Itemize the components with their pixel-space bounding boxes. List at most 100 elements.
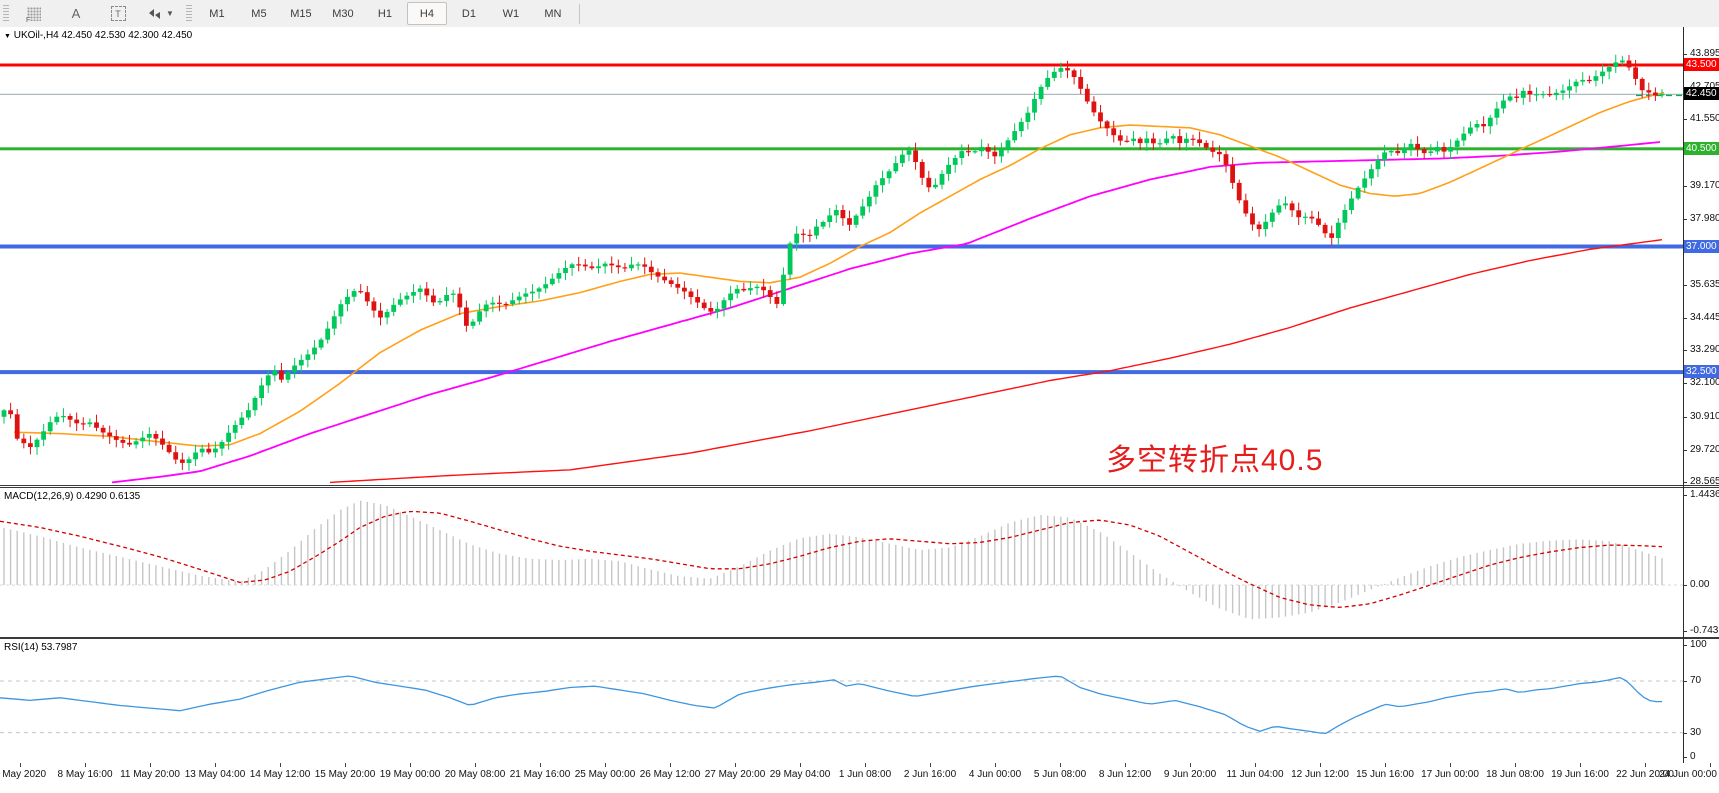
time-axis-tick xyxy=(865,763,866,767)
price-axis-tick xyxy=(1683,585,1687,586)
main-chart-panel[interactable]: ▼ UKOil-,H4 42.450 42.530 42.300 42.450 … xyxy=(0,27,1719,487)
price-axis-tick-label: 42.705 xyxy=(1690,81,1719,92)
price-axis-tick-label: 28.565 xyxy=(1690,476,1719,487)
timeframe-button-m1[interactable]: M1 xyxy=(209,7,225,20)
arrows-tool-button[interactable]: ▼ xyxy=(140,2,181,25)
price-level-badge: 37.000 xyxy=(1684,239,1719,253)
macd-indicator-panel[interactable]: MACD(12,26,9) 0.4290 0.6135 1.4436 0.00 -0… xyxy=(0,487,1719,638)
time-axis-tick xyxy=(345,763,346,767)
price-axis-tick-label: 33.290 xyxy=(1690,344,1719,356)
time-axis-label: 11 May 20:00 xyxy=(120,769,180,780)
timeframe-button-w1[interactable]: W1 xyxy=(502,7,520,20)
toolbar-grip[interactable] xyxy=(3,4,9,23)
price-axis-tick-label: 37.980 xyxy=(1690,213,1719,225)
rsi-value: 53.7987 xyxy=(41,642,78,653)
chart-annotation-text[interactable]: 多空转折点40.5 xyxy=(1106,444,1324,477)
price-axis-tick xyxy=(1683,284,1687,286)
price-axis-tick xyxy=(1683,317,1687,319)
time-axis-tick xyxy=(930,763,931,767)
timeframe-button-m15[interactable]: M15 xyxy=(290,7,312,20)
time-axis-label: 12 Jun 12:00 xyxy=(1291,769,1349,780)
price-axis-tick xyxy=(1683,645,1687,646)
timeframe-button-d1[interactable]: D1 xyxy=(461,7,476,20)
text-tool-button[interactable]: A xyxy=(56,2,96,25)
rsi-indicator-panel[interactable]: RSI(14) 53.7987 100 70 30 0 xyxy=(0,638,1719,764)
macd-label: MACD(12,26,9) 0.4290 0.6135 xyxy=(4,491,141,502)
price-axis-tick-label: 100 xyxy=(1690,639,1707,650)
time-axis-label: 7 May 2020 xyxy=(0,769,47,780)
time-axis-label: 13 May 04:00 xyxy=(184,769,246,780)
price-axis-tick-label: 41.550 xyxy=(1690,113,1719,125)
time-axis-label: 11 Jun 04:00 xyxy=(1226,769,1284,780)
time-axis-tick xyxy=(1385,763,1386,767)
timeframe-button-group: M1 M5 M15 M30 H1 H4 D1 W1 MN xyxy=(197,2,573,25)
time-axis-tick xyxy=(1060,763,1061,767)
chart-title: ▼ UKOil-,H4 42.450 42.530 42.300 42.450 xyxy=(4,30,192,41)
time-axis-tick xyxy=(410,763,411,767)
price-axis-tick-label: 32.100 xyxy=(1690,377,1719,389)
price-axis-tick-label: 0 xyxy=(1690,751,1696,762)
time-axis-label: 22 Jun 20:00 xyxy=(1616,769,1674,780)
price-axis-tick xyxy=(1683,219,1687,221)
time-axis-tick xyxy=(150,763,151,767)
price-axis-border xyxy=(1683,27,1684,763)
toolbar: F A T ▼ M1 M5 M15 M30 H1 H4 D1 W1 MN xyxy=(0,0,1719,28)
price-axis-tick-label: 35.635 xyxy=(1690,278,1719,290)
time-axis-tick xyxy=(1320,763,1321,767)
price-level-badge: 42.450 xyxy=(1684,87,1719,101)
time-axis-tick xyxy=(1255,763,1256,767)
price-axis-tick xyxy=(1683,757,1687,758)
time-axis-label: 25 May 00:00 xyxy=(574,769,636,780)
timeframe-button-mn[interactable]: MN xyxy=(544,7,562,20)
rsi-chart xyxy=(0,675,1683,734)
price-axis-tick xyxy=(1683,732,1687,734)
timeframe-button-h4[interactable]: H4 xyxy=(406,2,447,25)
fibo-grid-tool-button[interactable]: F xyxy=(14,2,54,25)
price-axis-tick-label: 34.445 xyxy=(1690,311,1719,323)
rsi-label: RSI(14) 53.7987 xyxy=(4,642,78,653)
timeframe-button-h1[interactable]: H1 xyxy=(377,7,392,20)
ohlc-values: 42.450 42.530 42.300 42.450 xyxy=(61,30,193,41)
time-axis-label: 17 Jun 00:00 xyxy=(1421,769,1479,780)
price-axis-tick-label: -0.7431 xyxy=(1690,625,1719,637)
time-axis-tick xyxy=(280,763,281,767)
time-axis-label: 29 May 04:00 xyxy=(769,769,831,780)
time-axis-tick xyxy=(1125,763,1126,767)
symbol-timeframe-label: UKOil-,H4 xyxy=(13,30,59,41)
toolbar-separator xyxy=(578,3,580,24)
time-axis-label: 15 May 20:00 xyxy=(314,769,376,780)
fibo-grid-icon: F xyxy=(26,6,41,24)
time-axis-tick xyxy=(475,763,476,767)
price-axis-tick xyxy=(1683,119,1687,121)
time-axis-tick xyxy=(1645,763,1646,767)
macd-values: 0.4290 0.6135 xyxy=(76,491,141,502)
time-axis-tick xyxy=(1710,763,1711,767)
chevron-down-icon: ▼ xyxy=(166,9,174,18)
price-axis-tick-label: 43.895 xyxy=(1690,48,1719,59)
timeframe-button-m5[interactable]: M5 xyxy=(251,7,267,20)
time-axis-label: 8 May 16:00 xyxy=(57,769,113,780)
label-tool-button[interactable]: T xyxy=(98,2,138,25)
time-axis-tick xyxy=(735,763,736,767)
time-axis-tick xyxy=(1580,763,1581,767)
price-axis-tick xyxy=(1683,350,1687,352)
chart-collapse-icon[interactable]: ▼ xyxy=(4,33,11,40)
time-axis-label: 9 Jun 20:00 xyxy=(1163,769,1217,780)
time-axis-tick xyxy=(215,763,216,767)
price-axis-tick xyxy=(1683,449,1687,451)
toolbar-grip[interactable] xyxy=(185,4,192,23)
price-axis-tick-label: 70 xyxy=(1690,675,1702,686)
time-axis-tick xyxy=(1190,763,1191,767)
price-axis-tick xyxy=(1683,185,1687,187)
time-axis-tick xyxy=(1450,763,1451,767)
time-axis[interactable]: 7 May 2020 8 May 16:00 11 May 20:00 13 May … xyxy=(0,763,1719,793)
time-axis-tick xyxy=(85,763,86,767)
price-axis-tick xyxy=(1683,681,1687,682)
price-axis-tick xyxy=(1683,416,1687,418)
timeframe-button-m30[interactable]: M30 xyxy=(332,7,354,20)
time-axis-label: 2 Jun 16:00 xyxy=(903,769,957,780)
time-axis-label: 15 Jun 16:00 xyxy=(1356,769,1414,780)
price-axis-tick xyxy=(1683,383,1687,385)
text-tool-icon: A xyxy=(71,6,81,21)
time-axis-label: 26 May 12:00 xyxy=(639,769,701,780)
